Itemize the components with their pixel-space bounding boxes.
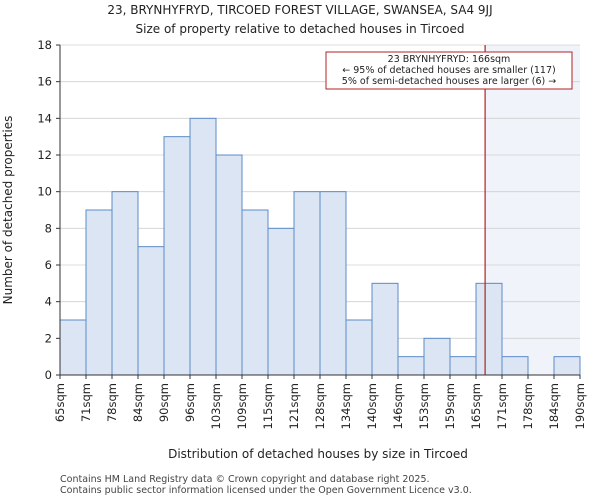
x-tick-label: 96sqm	[183, 383, 197, 422]
bar-165sqm	[475, 282, 503, 376]
x-tick-label: 190sqm	[573, 383, 587, 429]
bar-134sqm	[345, 319, 373, 376]
x-tick-label: 84sqm	[131, 383, 145, 422]
y-tick-label: 10	[37, 185, 52, 199]
x-tick-label: 109sqm	[235, 383, 249, 429]
y-tick-label: 4	[45, 295, 52, 309]
x-tick-label: 153sqm	[417, 383, 431, 429]
bar-103sqm	[215, 154, 243, 376]
x-tick-label: 165sqm	[469, 383, 483, 429]
x-tick-label: 134sqm	[339, 383, 353, 429]
x-tick-label: 128sqm	[313, 383, 327, 429]
bar-71sqm	[85, 209, 113, 376]
bar-65sqm	[59, 319, 87, 376]
bar-96sqm	[189, 117, 217, 376]
y-tick-label: 8	[45, 221, 52, 235]
annotation-line-3: 5% of semi-detached houses are larger (6…	[342, 76, 556, 87]
y-tick-label: 18	[37, 38, 52, 52]
bar-171sqm	[501, 356, 529, 376]
x-axis-label: Distribution of detached houses by size …	[168, 447, 468, 461]
bar-153sqm	[423, 337, 451, 376]
bar-115sqm	[267, 227, 295, 376]
bar-184sqm	[553, 356, 581, 376]
x-tick-label: 90sqm	[157, 383, 171, 422]
x-tick-label: 65sqm	[53, 383, 67, 422]
bar-109sqm	[241, 209, 269, 376]
y-tick-label: 14	[37, 111, 52, 125]
y-tick-label: 0	[45, 368, 52, 382]
x-tick-label: 178sqm	[521, 383, 535, 429]
x-tick-label: 121sqm	[287, 383, 301, 429]
x-tick-label: 103sqm	[209, 383, 223, 429]
annotation-frame	[325, 51, 573, 90]
chart-subtitle: Size of property relative to detached ho…	[136, 22, 465, 36]
footer-copyright: Contains HM Land Registry data © Crown c…	[60, 474, 430, 485]
x-tick-label: 140sqm	[365, 383, 379, 429]
histogram-chart: 23, BRYNHYFRYD, TIRCOED FOREST VILLAGE, …	[1, 3, 587, 461]
bar-140sqm	[371, 282, 399, 376]
x-tick-label: 146sqm	[391, 383, 405, 429]
x-tick-label: 115sqm	[261, 383, 275, 429]
annotation-box: 23 BRYNHYFRYD: 166sqm ← 95% of detached …	[325, 51, 573, 90]
y-axis-label: Number of detached properties	[1, 116, 15, 305]
bar-90sqm	[163, 136, 191, 376]
bar-84sqm	[137, 246, 165, 376]
annotation-line-2: ← 95% of detached houses are smaller (11…	[342, 65, 555, 76]
x-tick-label: 71sqm	[79, 383, 93, 422]
x-tick-label: 184sqm	[547, 383, 561, 429]
x-tick-label: 171sqm	[495, 383, 509, 429]
annotation-line-1: 23 BRYNHYFRYD: 166sqm	[388, 54, 511, 65]
bar-159sqm	[449, 356, 477, 376]
x-tick-label: 78sqm	[105, 383, 119, 422]
y-tick-label: 12	[37, 148, 52, 162]
bar-121sqm	[293, 191, 321, 376]
bar-78sqm	[111, 191, 139, 376]
bar-146sqm	[397, 356, 425, 376]
chart-title: 23, BRYNHYFRYD, TIRCOED FOREST VILLAGE, …	[107, 3, 492, 17]
bar-128sqm	[319, 191, 347, 376]
y-tick-label: 16	[37, 75, 52, 89]
x-tick-label: 159sqm	[443, 383, 457, 429]
y-tick-label: 6	[45, 258, 52, 272]
y-tick-label: 2	[45, 331, 52, 345]
footer-licence: Contains public sector information licen…	[60, 485, 472, 496]
